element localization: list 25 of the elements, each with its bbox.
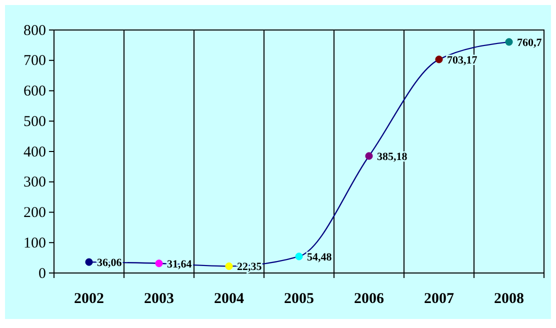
y-tick-label: 400 xyxy=(24,144,46,160)
x-tick-label: 2004 xyxy=(214,291,244,307)
x-tick-label: 2005 xyxy=(284,291,314,307)
y-tick-label: 200 xyxy=(24,205,46,222)
x-tick-label: 2008 xyxy=(494,291,524,307)
y-tick-label: 800 xyxy=(24,22,46,39)
y-tick-label: 300 xyxy=(24,174,46,191)
x-tick-label: 2006 xyxy=(354,291,384,307)
x-tick-label: 2007 xyxy=(424,291,454,307)
point xyxy=(85,258,93,266)
y-tick-label: 600 xyxy=(24,84,46,100)
y-tick-label: 500 xyxy=(24,114,46,130)
x-tick-label: 2003 xyxy=(144,291,174,307)
x-tick-label: 2002 xyxy=(74,291,104,307)
y-tick-label: 0 xyxy=(38,266,46,282)
point xyxy=(155,260,163,268)
data-label: 760,7 xyxy=(517,36,542,49)
point xyxy=(505,38,513,46)
point xyxy=(225,262,233,270)
point xyxy=(435,56,443,64)
point xyxy=(295,252,303,260)
y-tick-label: 100 xyxy=(24,235,46,252)
data-label: 54,48 xyxy=(307,251,332,264)
y-tick-label: 700 xyxy=(24,53,46,70)
point xyxy=(365,152,373,160)
